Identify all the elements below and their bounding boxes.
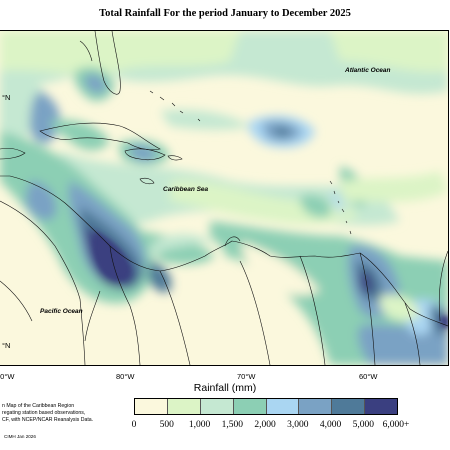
legend-tick-label: 4,000 bbox=[319, 420, 342, 430]
credits-text: n Map of the Caribbean Region regating s… bbox=[2, 403, 130, 424]
lon-tick-70w: 70°W bbox=[237, 372, 256, 381]
legend-swatch-2 bbox=[200, 399, 234, 414]
credits-line-2: regating station based observations, bbox=[2, 410, 86, 416]
credits-line-1: n Map of the Caribbean Region bbox=[2, 403, 75, 409]
legend-tick-label: 500 bbox=[159, 420, 174, 430]
legend-swatch-7 bbox=[365, 399, 397, 414]
lat-tick-1: °N bbox=[2, 93, 11, 102]
rainfall-map-canvas: Atlantic Ocean Caribbean Sea Pacific Oce… bbox=[0, 31, 448, 365]
rainfall-axis-label: Rainfall (mm) bbox=[193, 382, 257, 394]
lon-tick-80w: 80°W bbox=[116, 372, 135, 381]
lon-tick-90w: 90°W bbox=[0, 372, 15, 381]
rainfall-contours bbox=[0, 31, 448, 365]
lon-tick-60w: 60°W bbox=[359, 372, 378, 381]
legend-tick-label: 2,000 bbox=[254, 420, 276, 430]
copyright-text: CIMH Jan 2026 bbox=[4, 434, 36, 439]
legend-tick-label: 6,000+ bbox=[382, 420, 410, 430]
legend-swatch-1 bbox=[167, 399, 201, 414]
legend-swatch-3 bbox=[233, 399, 267, 414]
legend-tick-label: 3,000 bbox=[287, 420, 309, 430]
rainfall-map: Atlantic Ocean Caribbean Sea Pacific Oce… bbox=[0, 30, 449, 366]
credits-line-3: CF, with NCEP/NCAR Reanalysis Data. bbox=[2, 417, 94, 423]
legend-swatch-0 bbox=[135, 399, 168, 414]
map-title: Total Rainfall For the period January to… bbox=[99, 8, 351, 19]
legend-swatch-4 bbox=[266, 399, 300, 414]
pacific-ocean-label: Pacific Ocean bbox=[40, 308, 83, 315]
coastlines bbox=[0, 31, 448, 365]
atlantic-ocean-label: Atlantic Ocean bbox=[344, 67, 391, 74]
rainfall-legend: 0 500 1,000 1,500 2,000 3,000 4,000 5,000 6,000+ bbox=[132, 398, 409, 430]
caribbean-sea-label: Caribbean Sea bbox=[163, 186, 209, 193]
legend-tick-label: 0 bbox=[131, 420, 137, 430]
legend-swatch-5 bbox=[299, 399, 333, 414]
legend-tick-label: 5,000 bbox=[352, 420, 374, 430]
legend-swatch-6 bbox=[332, 399, 366, 414]
legend-tick-label: 1,500 bbox=[221, 420, 243, 430]
legend-tick-label: 1,000 bbox=[188, 420, 211, 430]
lat-tick-2: °N bbox=[2, 341, 11, 350]
legend-colorbar bbox=[134, 398, 398, 415]
